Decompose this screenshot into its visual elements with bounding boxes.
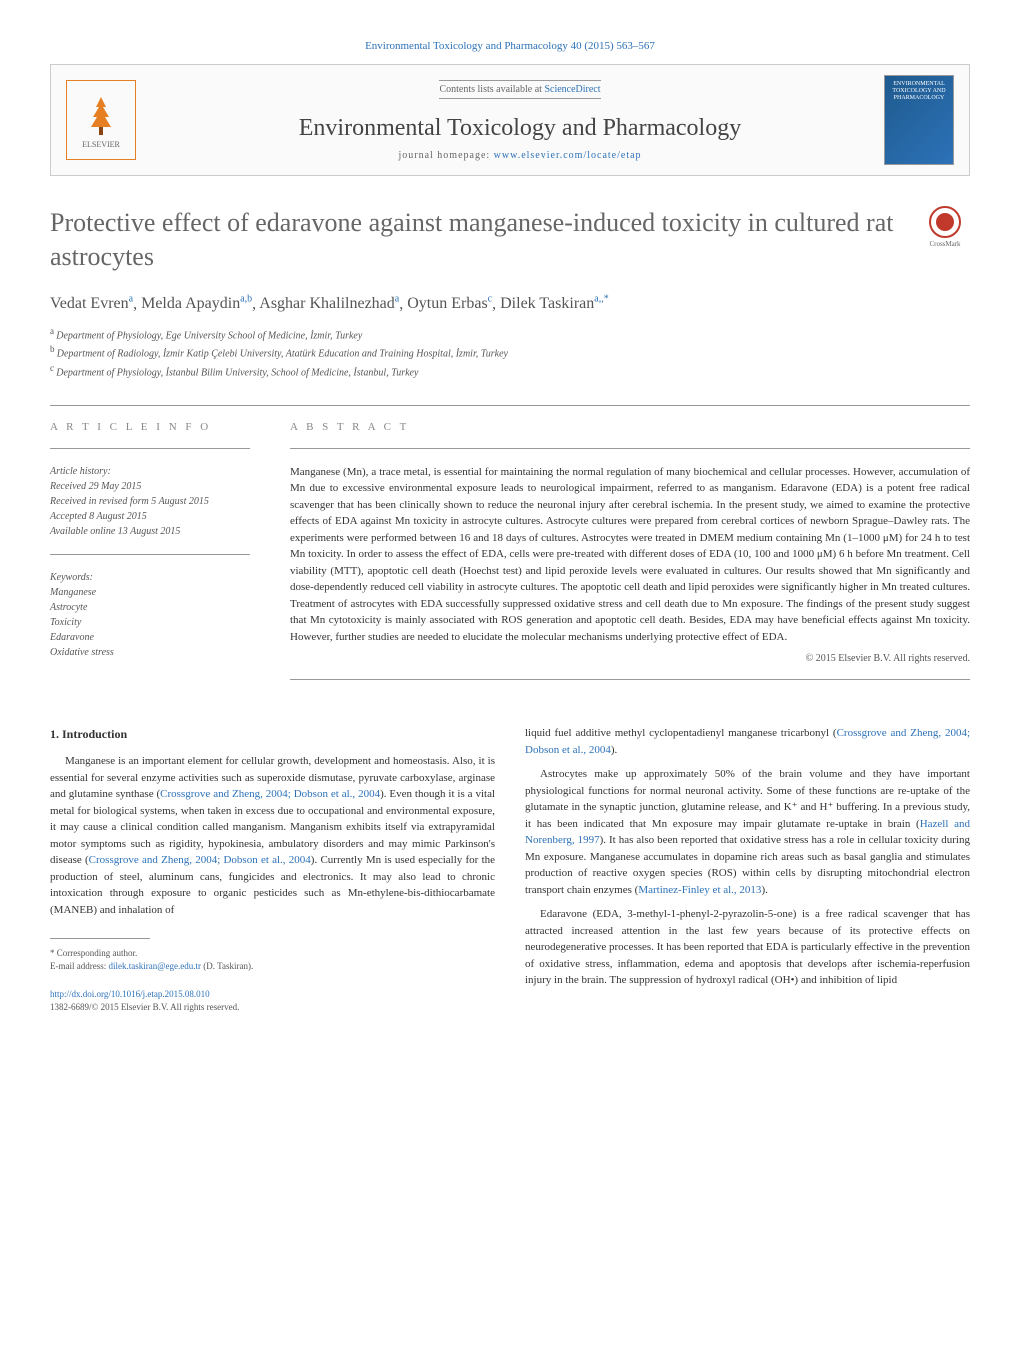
journal-banner: ELSEVIER Contents lists available at Sci… bbox=[50, 64, 970, 176]
history-line: Received 29 May 2015 bbox=[50, 479, 250, 494]
section-divider bbox=[50, 405, 970, 406]
author: Oytun Erbasc bbox=[407, 295, 492, 312]
info-divider-2 bbox=[50, 554, 250, 555]
journal-cover[interactable]: ENVIRONMENTAL TOXICOLOGY AND PHARMACOLOG… bbox=[884, 75, 954, 165]
col2-text-2c: ). bbox=[761, 884, 767, 896]
doi-block: http://dx.doi.org/10.1016/j.etap.2015.08… bbox=[50, 988, 495, 1015]
contents-line: Contents lists available at ScienceDirec… bbox=[439, 80, 600, 99]
intro-ref-2[interactable]: Crossgrove and Zheng, 2004; Dobson et al… bbox=[89, 854, 311, 866]
col2-para-3: Edaravone (EDA, 3-methyl-1-phenyl-2-pyra… bbox=[525, 906, 970, 989]
homepage-link[interactable]: www.elsevier.com/locate/etap bbox=[494, 150, 642, 161]
abstract-text: Manganese (Mn), a trace metal, is essent… bbox=[290, 464, 970, 646]
author: Dilek Taskirana,,* bbox=[500, 295, 609, 312]
affiliation-line: c Department of Physiology, İstanbul Bil… bbox=[50, 362, 970, 380]
banner-center: Contents lists available at ScienceDirec… bbox=[156, 79, 884, 161]
crossmark-icon bbox=[929, 206, 961, 238]
col2-ref-3[interactable]: Martinez-Finley et al., 2013 bbox=[638, 884, 761, 896]
intro-ref-1[interactable]: Crossgrove and Zheng, 2004; Dobson et al… bbox=[160, 788, 380, 800]
col2-text-1b: ). bbox=[611, 744, 617, 756]
footnote-divider bbox=[50, 938, 150, 939]
history-line: Received in revised form 5 August 2015 bbox=[50, 494, 250, 509]
info-divider bbox=[50, 448, 250, 449]
abstract-heading: A B S T R A C T bbox=[290, 421, 970, 433]
affiliations: a Department of Physiology, Ege Universi… bbox=[50, 325, 970, 380]
intro-heading: 1. Introduction bbox=[50, 725, 495, 743]
elsevier-logo[interactable]: ELSEVIER bbox=[66, 80, 136, 160]
keyword: Oxidative stress bbox=[50, 645, 250, 660]
authors-line: Vedat Evrena, Melda Apaydina,b, Asghar K… bbox=[50, 294, 970, 313]
history-block: Article history: Received 29 May 2015Rec… bbox=[50, 464, 250, 539]
crossmark-badge[interactable]: CrossMark bbox=[920, 206, 970, 256]
doi-link[interactable]: http://dx.doi.org/10.1016/j.etap.2015.08… bbox=[50, 989, 210, 999]
sciencedirect-link[interactable]: ScienceDirect bbox=[544, 84, 600, 95]
col2-para-2: Astrocytes make up approximately 50% of … bbox=[525, 766, 970, 898]
elsevier-label: ELSEVIER bbox=[82, 140, 120, 149]
history-line: Accepted 8 August 2015 bbox=[50, 509, 250, 524]
body-column-right: liquid fuel additive methyl cyclopentadi… bbox=[525, 725, 970, 1014]
article-info-heading: A R T I C L E I N F O bbox=[50, 421, 250, 433]
email-label: E-mail address: bbox=[50, 961, 108, 971]
affiliation-line: a Department of Physiology, Ege Universi… bbox=[50, 325, 970, 343]
author: Melda Apaydina,b bbox=[141, 295, 252, 312]
history-label: Article history: bbox=[50, 464, 250, 479]
affiliation-line: b Department of Radiology, İzmir Katip Ç… bbox=[50, 343, 970, 361]
col2-para-1: liquid fuel additive methyl cyclopentadi… bbox=[525, 725, 970, 758]
homepage-prefix: journal homepage: bbox=[398, 150, 493, 161]
keywords-label: Keywords: bbox=[50, 570, 250, 585]
article-info: A R T I C L E I N F O Article history: R… bbox=[50, 421, 250, 696]
info-abstract-row: A R T I C L E I N F O Article history: R… bbox=[50, 421, 970, 696]
corresponding-star: ,* bbox=[601, 294, 609, 305]
col2-text-1a: liquid fuel additive methyl cyclopentadi… bbox=[525, 727, 837, 739]
history-line: Available online 13 August 2015 bbox=[50, 524, 250, 539]
author: Vedat Evrena bbox=[50, 295, 133, 312]
abstract-divider bbox=[290, 448, 970, 449]
contents-prefix: Contents lists available at bbox=[439, 84, 544, 95]
author-affil-sup: a,b bbox=[240, 294, 252, 305]
email-link[interactable]: dilek.taskiran@ege.edu.tr bbox=[108, 961, 201, 971]
article-title: Protective effect of edaravone against m… bbox=[50, 206, 900, 274]
col2-text-2a: Astrocytes make up approximately 50% of … bbox=[525, 768, 970, 830]
author-affil-sup: a bbox=[129, 294, 133, 305]
author-affil-sup: a bbox=[395, 294, 399, 305]
homepage-line: journal homepage: www.elsevier.com/locat… bbox=[156, 150, 884, 161]
abstract-column: A B S T R A C T Manganese (Mn), a trace … bbox=[290, 421, 970, 696]
header-citation: Environmental Toxicology and Pharmacolog… bbox=[50, 40, 970, 52]
keyword: Toxicity bbox=[50, 615, 250, 630]
elsevier-tree-icon bbox=[81, 92, 121, 137]
crossmark-label: CrossMark bbox=[929, 240, 960, 248]
author-affil-sup: c bbox=[488, 294, 492, 305]
keyword: Edaravone bbox=[50, 630, 250, 645]
keyword: Manganese bbox=[50, 585, 250, 600]
intro-para-1: Manganese is an important element for ce… bbox=[50, 753, 495, 918]
issn-copyright: 1382-6689/© 2015 Elsevier B.V. All right… bbox=[50, 1002, 239, 1012]
journal-name: Environmental Toxicology and Pharmacolog… bbox=[156, 115, 884, 142]
title-row: Protective effect of edaravone against m… bbox=[50, 206, 970, 274]
keyword: Astrocyte bbox=[50, 600, 250, 615]
abstract-copyright: © 2015 Elsevier B.V. All rights reserved… bbox=[290, 653, 970, 664]
banner-left: ELSEVIER bbox=[66, 80, 156, 160]
author: Asghar Khalilnezhada bbox=[259, 295, 399, 312]
abstract-divider-bottom bbox=[290, 679, 970, 680]
corresponding-footnote: * Corresponding author. bbox=[50, 947, 495, 960]
body-column-left: 1. Introduction Manganese is an importan… bbox=[50, 725, 495, 1014]
header-citation-link[interactable]: Environmental Toxicology and Pharmacolog… bbox=[365, 40, 655, 52]
body-columns: 1. Introduction Manganese is an importan… bbox=[50, 725, 970, 1014]
cover-text: ENVIRONMENTAL TOXICOLOGY AND PHARMACOLOG… bbox=[890, 81, 948, 103]
keywords-block: Keywords: ManganeseAstrocyteToxicityEdar… bbox=[50, 570, 250, 660]
email-footnote: E-mail address: dilek.taskiran@ege.edu.t… bbox=[50, 960, 495, 973]
email-suffix: (D. Taskiran). bbox=[201, 961, 253, 971]
